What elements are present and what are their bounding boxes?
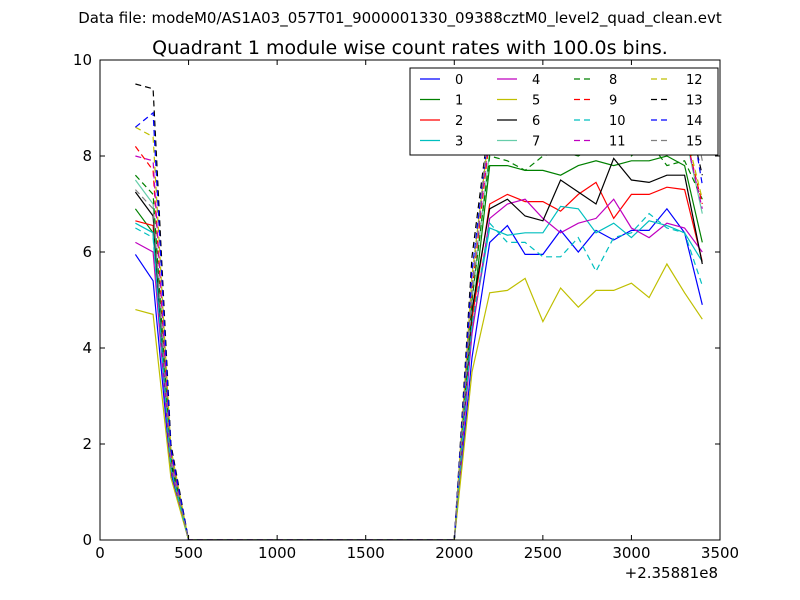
- legend-label-14: 14: [686, 114, 703, 129]
- x-tick-label-500: 500: [174, 544, 203, 562]
- legend-label-10: 10: [609, 114, 626, 129]
- series-line-11: [135, 126, 703, 540]
- series-line-4: [135, 198, 703, 540]
- legend-label-7: 7: [532, 135, 540, 150]
- chart-title: Quadrant 1 module wise count rates with …: [152, 37, 668, 59]
- legend-label-15: 15: [686, 135, 703, 150]
- y-tick-label-2: 2: [82, 435, 92, 453]
- series-line-6: [134, 157, 703, 540]
- y-tick-label-0: 0: [82, 531, 92, 549]
- legend-label-4: 4: [532, 73, 540, 88]
- series-line-10: [135, 212, 703, 540]
- x-tick-label-1500: 1500: [347, 544, 385, 562]
- legend-label-3: 3: [455, 135, 463, 150]
- series-line-0: [134, 207, 703, 540]
- y-tick-label-6: 6: [82, 243, 92, 261]
- legend-label-5: 5: [532, 94, 540, 109]
- series-line-12: [135, 116, 703, 540]
- chart-suptitle: Data file: modeM0/AS1A03_057T01_90000013…: [78, 9, 722, 28]
- legend-label-13: 13: [686, 94, 703, 109]
- legend-label-6: 6: [532, 114, 540, 129]
- legend-label-9: 9: [609, 94, 617, 109]
- series-line-3: [135, 205, 703, 540]
- y-tick-label-10: 10: [73, 51, 92, 69]
- y-tick-label-8: 8: [82, 147, 92, 165]
- x-axis-offset-label: +2.35881e8: [625, 564, 718, 582]
- series-line-5: [135, 262, 703, 540]
- legend-label-8: 8: [609, 73, 617, 88]
- series-line-9: [134, 121, 703, 540]
- x-tick-label-2500: 2500: [524, 544, 562, 562]
- series-line-1: [134, 155, 703, 540]
- x-tick-label-1000: 1000: [258, 544, 296, 562]
- plot-area: 0 500 1000 1500 2000 2500 3000 3500024681001234…: [73, 51, 739, 562]
- x-tick-label-0: 0: [95, 544, 105, 562]
- x-tick-label-2000: 2000: [435, 544, 473, 562]
- x-tick-label-3500: 3500: [701, 544, 739, 562]
- axes-frame: [99, 59, 721, 541]
- legend-label-0: 0: [455, 73, 463, 88]
- series-line-7: [134, 131, 703, 540]
- y-tick-label-4: 4: [82, 339, 92, 357]
- series-line-8: [134, 140, 703, 540]
- legend-label-11: 11: [609, 135, 626, 150]
- legend-label-1: 1: [455, 94, 463, 109]
- legend-label-12: 12: [686, 73, 703, 88]
- legend-label-2: 2: [455, 114, 463, 129]
- x-tick-label-3000: 3000: [612, 544, 650, 562]
